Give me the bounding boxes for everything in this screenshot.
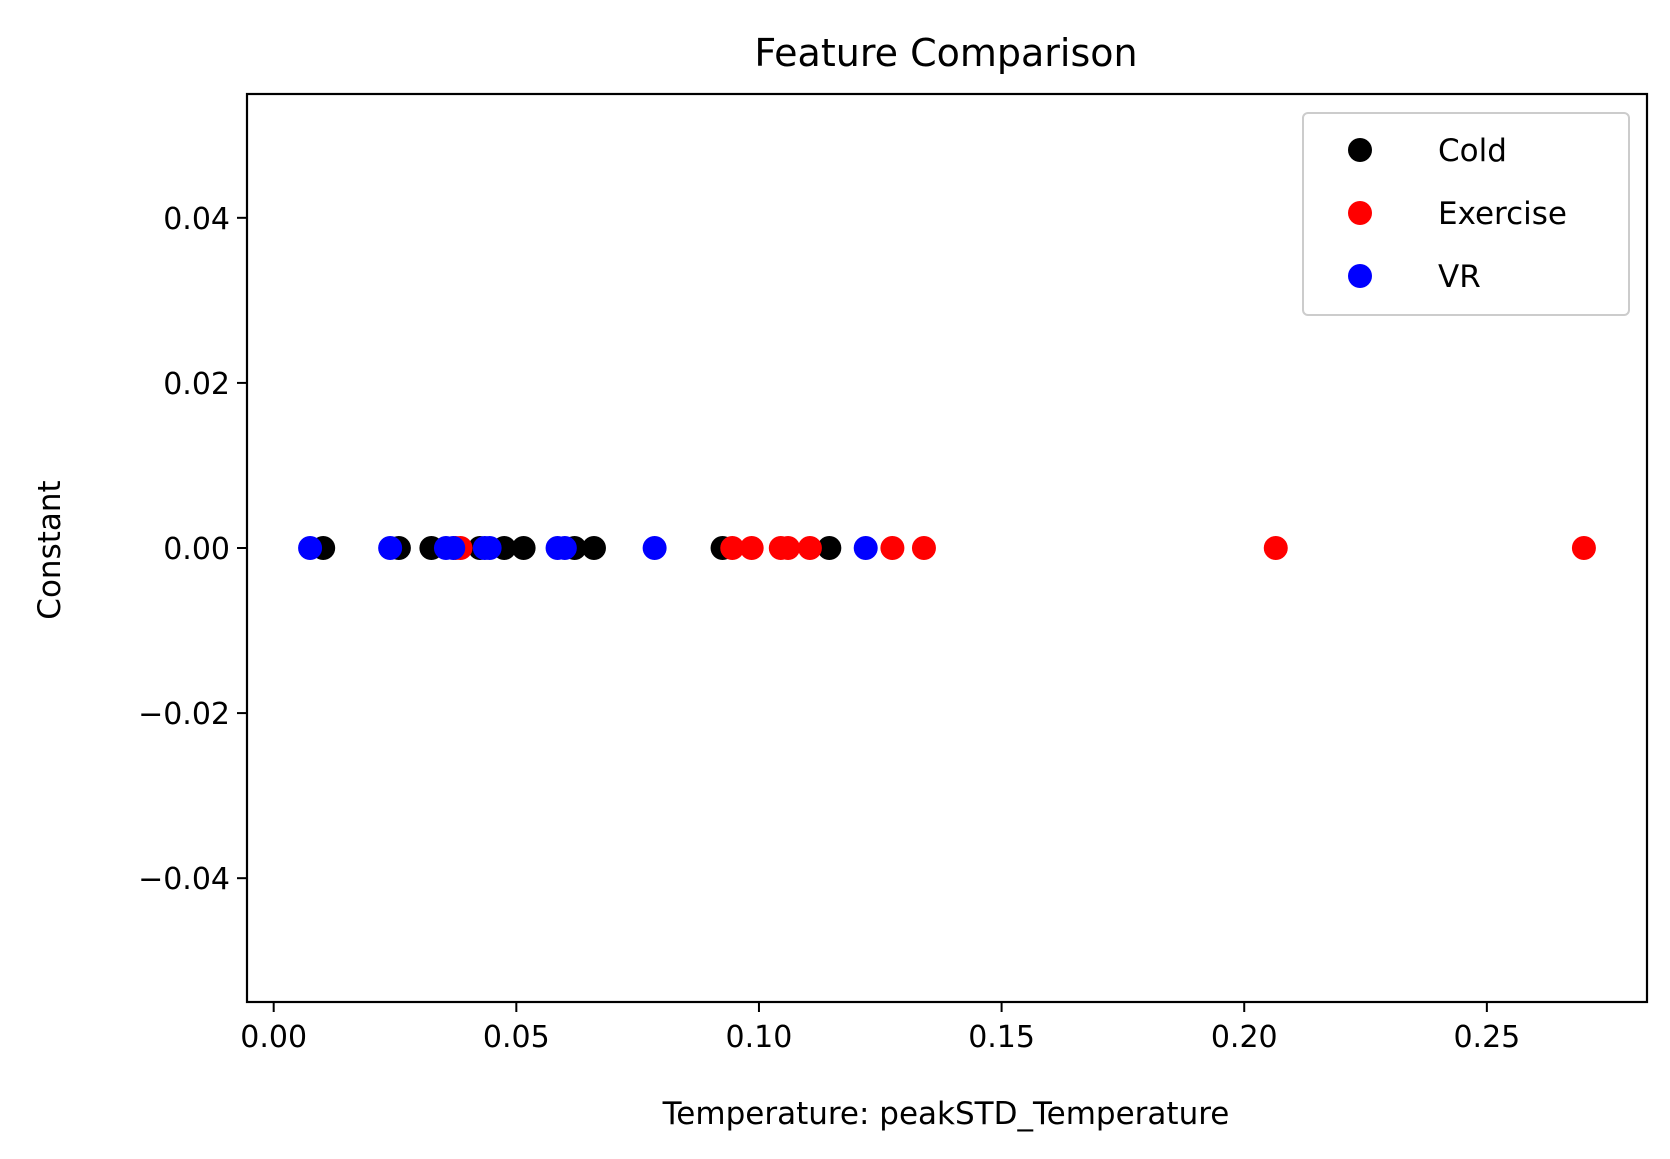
y-tick-label: −0.02 [138,697,230,732]
x-tick-label: 0.15 [968,1020,1035,1055]
legend-marker-exercise [1348,201,1372,225]
data-point-vr [642,536,667,560]
data-point-exercise [739,536,764,560]
y-axis-label: Constant [32,480,68,619]
data-point-exercise [720,536,745,560]
data-point-vr [853,536,878,560]
data-point-exercise [880,536,905,560]
data-point-cold [581,536,606,560]
x-axis-label: Temperature: peakSTD_Temperature [662,1096,1230,1132]
legend-label-cold: Cold [1438,133,1507,169]
y-tick-label: 0.02 [163,367,230,402]
legend-entries: Cold Exercise VR [1348,133,1567,295]
data-point-exercise [1571,536,1596,560]
y-tick-label: 0.04 [163,202,230,237]
y-tick-label: −0.04 [138,862,230,897]
legend-label-exercise: Exercise [1438,196,1567,232]
data-point-exercise [911,536,936,560]
legend: Cold Exercise VR [1302,112,1630,316]
x-tick-label: 0.10 [726,1020,793,1055]
data-point-vr [552,536,577,560]
data-point-exercise [1263,536,1288,560]
legend-label-vr: VR [1438,259,1481,295]
data-point-vr [378,536,403,560]
legend-marker-vr [1348,264,1372,288]
x-tick-label: 0.20 [1211,1020,1278,1055]
data-point-exercise [776,536,801,560]
y-axis-ticks: 0.04 0.02 0.00 −0.02 −0.04 [138,202,247,897]
data-point-vr [298,536,323,560]
x-tick-label: 0.00 [240,1020,307,1055]
legend-box [1302,112,1630,316]
x-tick-label: 0.25 [1453,1020,1520,1055]
x-axis-ticks: 0.00 0.05 0.10 0.15 0.20 0.25 [240,1002,1520,1055]
data-point-cold [817,536,842,560]
y-tick-label: 0.00 [163,532,230,567]
plot-area-frame [245,92,1649,1004]
data-points [298,536,1596,560]
data-point-vr [441,536,466,560]
chart-title: Feature Comparison [754,31,1137,75]
x-tick-label: 0.05 [483,1020,550,1055]
data-point-cold [511,536,536,560]
legend-marker-cold [1348,138,1372,162]
data-point-vr [477,536,502,560]
data-point-exercise [797,536,822,560]
